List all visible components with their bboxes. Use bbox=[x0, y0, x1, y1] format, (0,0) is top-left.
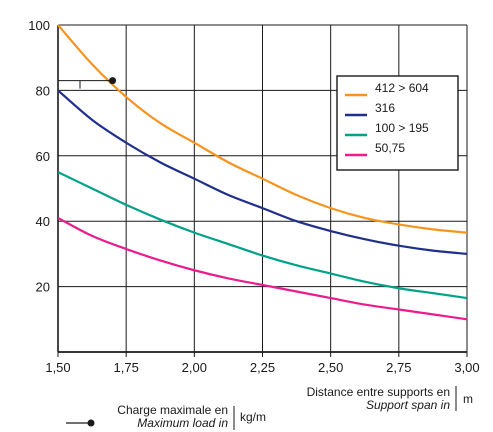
x-tick-label: 2,50 bbox=[318, 360, 343, 375]
legend-label: 50,75 bbox=[375, 141, 405, 155]
y-tick-label: 60 bbox=[36, 149, 50, 164]
series-line bbox=[57, 24, 468, 234]
example-marker bbox=[58, 77, 117, 89]
x-tick-label: 2,75 bbox=[386, 360, 411, 375]
series-line bbox=[57, 216, 468, 321]
y-tick-label: 40 bbox=[36, 214, 50, 229]
x-tick-label: 2,00 bbox=[182, 360, 207, 375]
y-caption-label: Charge maximale en bbox=[117, 403, 228, 417]
series-line bbox=[57, 89, 468, 255]
x-axis-caption: Distance entre supports en Support span … bbox=[307, 385, 473, 412]
series-lines bbox=[57, 24, 468, 321]
x-caption-label: Distance entre supports en bbox=[307, 385, 450, 399]
series-line bbox=[57, 171, 468, 300]
y-axis-ticks: 20 40 60 80 100 bbox=[28, 18, 50, 295]
y-caption-unit: kg/m bbox=[240, 410, 266, 424]
y-axis-caption: Charge maximale en Maximum load in kg/m bbox=[66, 403, 266, 430]
y-tick-label: 20 bbox=[36, 280, 50, 295]
example-point bbox=[109, 77, 117, 85]
grid bbox=[57, 24, 468, 353]
x-tick-label: 1,50 bbox=[45, 360, 70, 375]
legend-label: 100 > 195 bbox=[375, 121, 429, 135]
legend-label: 316 bbox=[375, 101, 395, 115]
y-caption-label-en: Maximum load in bbox=[137, 416, 228, 430]
x-tick-label: 2,25 bbox=[250, 360, 275, 375]
x-caption-label-en: Support span in bbox=[366, 398, 450, 412]
x-caption-unit: m bbox=[463, 392, 473, 406]
legend-label: 412 > 604 bbox=[375, 81, 429, 95]
legend: 412 > 604 316 100 > 195 50,75 bbox=[336, 75, 459, 171]
x-tick-label: 1,75 bbox=[114, 360, 139, 375]
caption-marker-dot bbox=[87, 419, 95, 427]
y-tick-label: 100 bbox=[28, 18, 50, 33]
x-axis-ticks: 1,50 1,75 2,00 2,25 2,50 2,75 3,00 bbox=[45, 352, 480, 375]
x-tick-label: 3,00 bbox=[454, 360, 479, 375]
y-tick-label: 80 bbox=[36, 83, 50, 98]
